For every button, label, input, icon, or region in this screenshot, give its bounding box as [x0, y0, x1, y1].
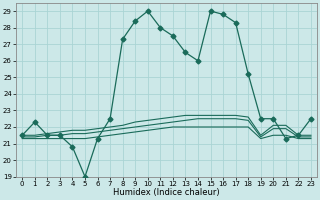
X-axis label: Humidex (Indice chaleur): Humidex (Indice chaleur) — [113, 188, 220, 197]
